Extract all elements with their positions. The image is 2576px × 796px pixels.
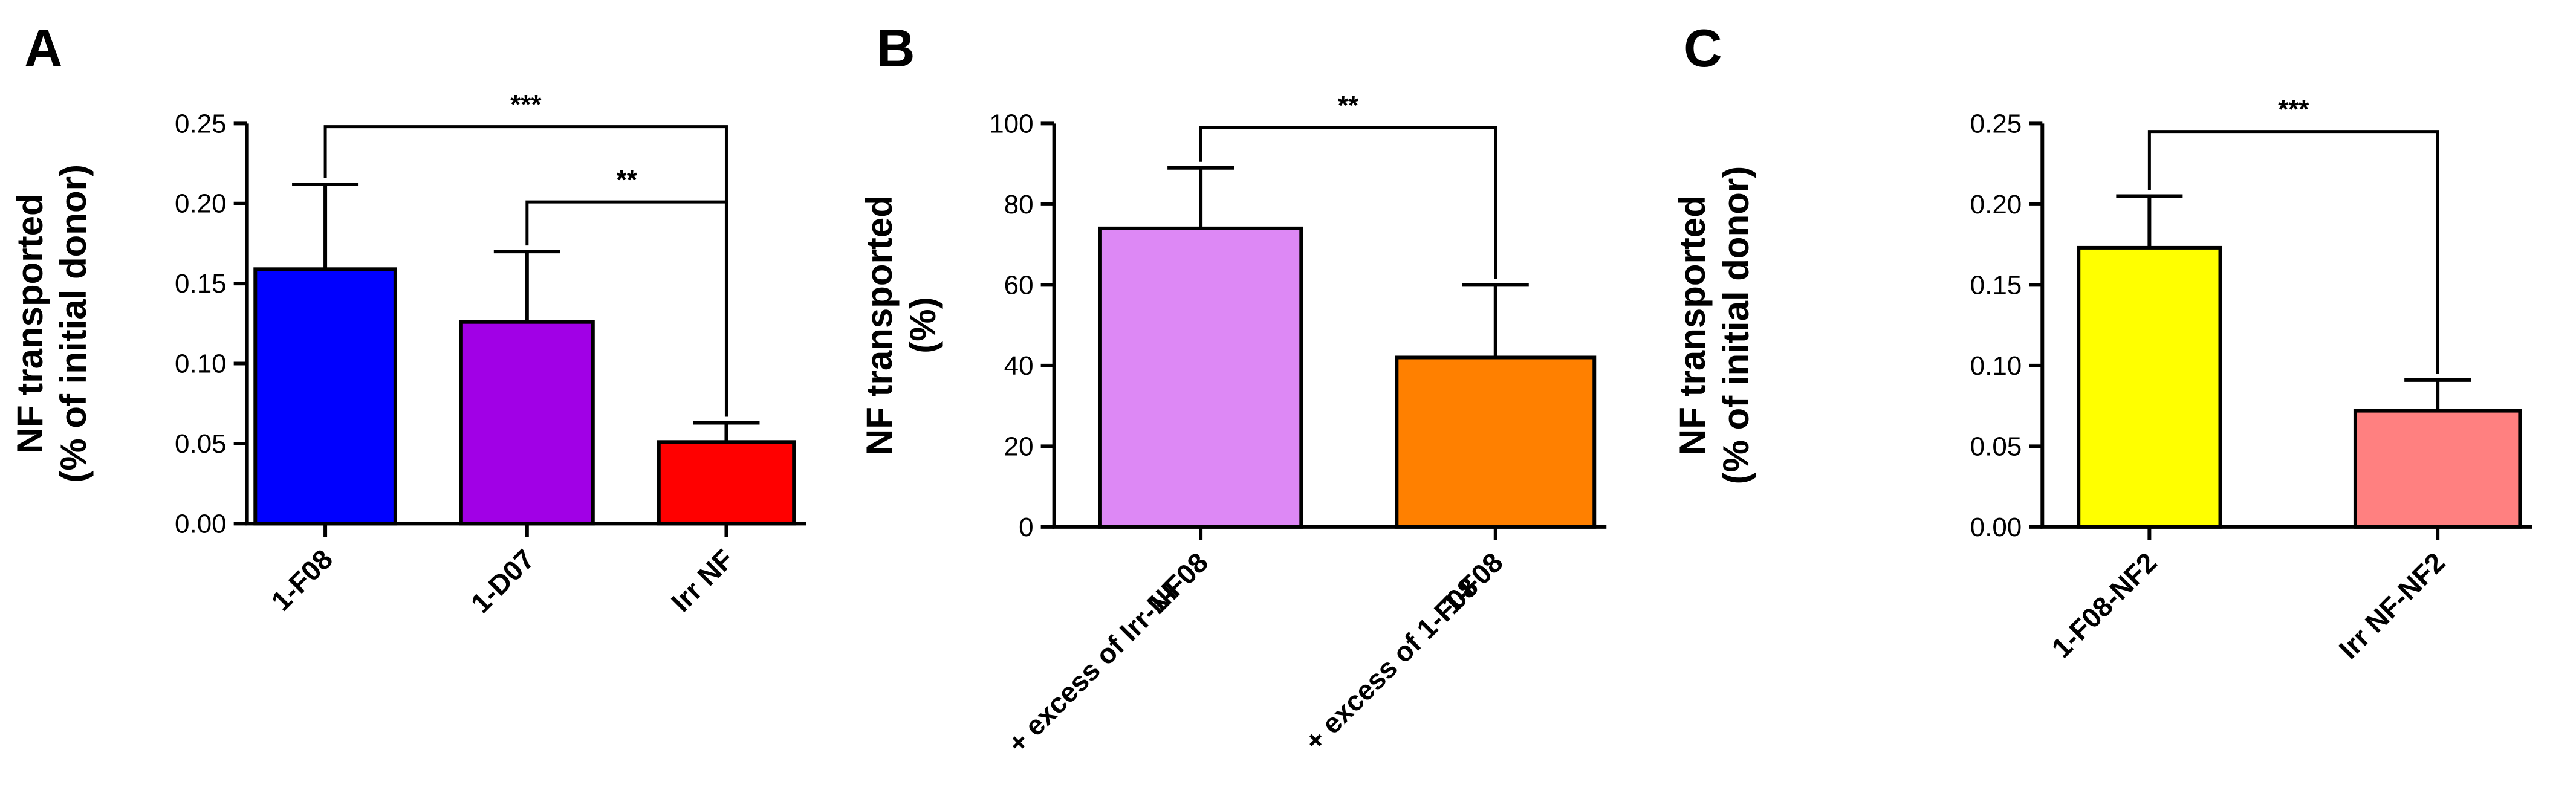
y-axis-label: (% of initial donor) xyxy=(53,164,94,483)
y-tick-label: 0.20 xyxy=(1970,190,2022,219)
bar xyxy=(2353,409,2522,529)
y-tick-label: 20 xyxy=(1004,432,1034,461)
y-tick-label: 0.05 xyxy=(1970,432,2022,461)
category-label: 1-F08-NF2 xyxy=(2045,546,2162,664)
y-tick-label: 40 xyxy=(1004,351,1034,381)
bar xyxy=(253,267,397,526)
category-label: 1-D07 xyxy=(465,543,540,619)
y-tick-label: 0.25 xyxy=(1970,109,2022,138)
y-tick-label: 0.05 xyxy=(175,429,227,459)
significance-bracket xyxy=(525,200,728,417)
significance-label: *** xyxy=(510,90,542,120)
bar xyxy=(1395,355,1597,529)
significance-label: ** xyxy=(1338,91,1359,120)
y-tick-label: 0.15 xyxy=(175,269,227,299)
category-label: Irr NF-NF2 xyxy=(2332,546,2451,665)
y-tick-label: 60 xyxy=(1004,270,1034,300)
y-tick-label: 0.25 xyxy=(175,109,227,138)
significance-label: *** xyxy=(2278,95,2309,125)
y-tick-label: 0.10 xyxy=(1970,351,2022,381)
panel-label: B xyxy=(877,18,915,78)
y-axis-label: (% of initial donor) xyxy=(1716,166,1756,485)
significance-bracket xyxy=(1199,126,1497,279)
significance-label: ** xyxy=(617,165,638,195)
y-tick-label: 0 xyxy=(1019,513,1033,542)
category-label: 1-F08 xyxy=(265,543,339,617)
y-tick-label: 80 xyxy=(1004,190,1034,219)
y-axis-label: NF transported xyxy=(859,195,900,455)
y-tick-label: 0.00 xyxy=(1970,513,2022,542)
y-axis-label: NF transported xyxy=(1672,195,1713,455)
bar xyxy=(657,440,796,526)
y-axis-label: NF transported xyxy=(10,193,50,453)
y-tick-label: 0.00 xyxy=(175,509,227,539)
y-tick-label: 100 xyxy=(989,109,1033,138)
y-tick-label: 0.15 xyxy=(1970,270,2022,300)
y-tick-label: 0.20 xyxy=(175,189,227,219)
bar xyxy=(2077,245,2222,529)
y-axis-label: (%) xyxy=(903,297,943,353)
category-label: + excess of Irr-NF xyxy=(1002,571,1190,759)
y-tick-label: 0.10 xyxy=(175,349,227,379)
panel-C: C 0.00 0.05 0.10 0.15 0.20 0.25 NF transported(… xyxy=(1672,18,2532,665)
category-label: + excess of 1-F08 xyxy=(1299,571,1484,757)
panel-A: A 0.00 0.05 0.10 0.15 0.20 0.25 NF transported(… xyxy=(10,18,806,619)
panel-label: C xyxy=(1684,18,1722,78)
category-label: Irr NF xyxy=(665,543,740,618)
bar xyxy=(1098,226,1303,529)
significance-bracket xyxy=(2147,130,2439,374)
panel-label: A xyxy=(24,18,63,78)
bar xyxy=(459,320,595,526)
